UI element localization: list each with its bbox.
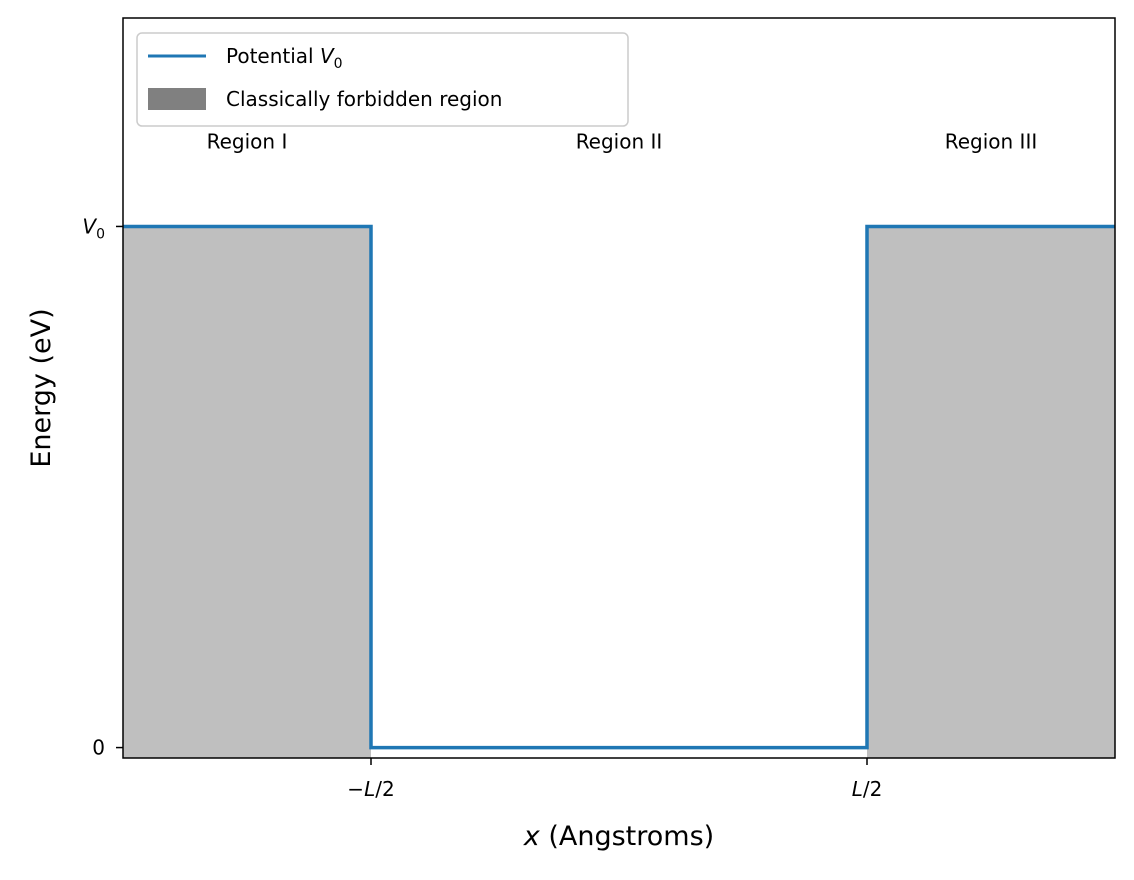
legend-entry-potential: Potential V0: [226, 44, 343, 72]
plot-frame: [122, 17, 1116, 759]
region-label-3: Region III: [945, 129, 1038, 153]
region-label-2: Region II: [576, 129, 663, 153]
legend-frame: [136, 32, 629, 127]
x-tick-label: L/2: [852, 777, 883, 801]
y-tick-label: V0: [82, 214, 105, 242]
legend-entry-forbidden: Classically forbidden region: [226, 87, 502, 111]
y-axis-label: Energy (eV): [26, 308, 57, 467]
series-lines: [123, 224, 1115, 750]
region-label-1: Region I: [207, 129, 288, 153]
x-axis-label: x (Angstroms): [523, 821, 714, 852]
legend-patch-swatch: [148, 88, 206, 110]
shaded-regions: [123, 226, 1115, 759]
forbidden-region-1: [123, 226, 371, 759]
legend: Potential V0 Classically forbidden regio…: [136, 32, 629, 127]
axis-ticks: −L/2 L/2 0 V0: [82, 214, 882, 801]
region-annotations: Region I Region II Region III: [207, 129, 1038, 153]
x-tick-label: −L/2: [347, 777, 394, 801]
y-tick-label: 0: [92, 736, 105, 760]
forbidden-region-2: [867, 226, 1115, 759]
potential-line: [123, 224, 1115, 750]
